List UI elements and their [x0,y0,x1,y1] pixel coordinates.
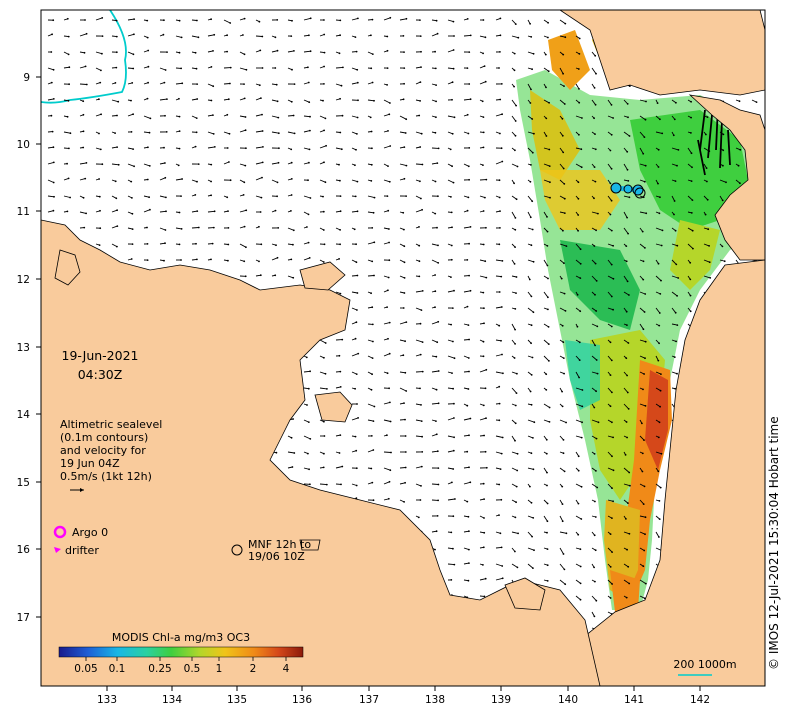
legend-drifter: drifter [65,544,99,557]
x-tick-label: 141 [624,694,644,706]
colorbar-tick-label: 0.5 [184,663,201,675]
colorbar-title: MODIS Chl-a mg/m3 OC3 [112,631,250,644]
legend-mnf-2: 19/06 10Z [248,550,305,563]
x-tick-label: 134 [162,694,182,706]
x-tick-label: 138 [425,694,445,706]
x-tick-label: 139 [491,694,511,706]
legend-line-5: 0.5m/s (1kt 12h) [60,470,152,483]
colorbar-gradient [59,647,303,657]
y-tick-label: 12 [17,274,30,286]
y-tick-label: 10 [17,139,30,151]
y-tick-label: 14 [17,409,31,421]
map-date: 19-Jun-2021 [62,348,139,363]
legend-line-1: Altimetric sealevel [60,418,162,431]
y-tick-label: 9 [23,72,30,84]
credit-text: © IMOS 12-Jul-2021 15:30:04 Hobart time [767,416,781,670]
legend-line-3: and velocity for [60,444,146,457]
x-tick-label: 140 [558,694,578,706]
map-time: 04:30Z [78,367,123,382]
colorbar-tick-label: 0.1 [109,663,126,675]
y-tick-label: 17 [17,612,30,624]
y-tick-label: 11 [17,206,30,218]
colorbar-tick-label: 2 [250,663,257,675]
colorbar-tick-label: 4 [283,663,290,675]
colorbar-tick-label: 0.25 [148,663,171,675]
colorbar-tick-label: 0.05 [74,663,97,675]
x-tick-label: 135 [227,694,247,706]
x-axis: 133 134 135 136 137 138 139 140 141 142 [97,686,710,706]
y-tick-label: 13 [17,342,30,354]
y-tick-label: 15 [17,477,30,489]
legend-line-4: 19 Jun 04Z [60,457,120,470]
x-tick-label: 133 [97,694,117,706]
y-axis: 9 10 11 12 13 14 15 16 17 [17,72,41,624]
x-tick-label: 142 [690,694,710,706]
colorbar-tick-label: 1 [216,663,223,675]
y-tick-label: 16 [17,544,31,556]
legend-argo: Argo 0 [72,526,108,539]
depth-scale-label: 200 1000m [673,658,736,671]
x-tick-label: 136 [292,694,312,706]
x-tick-label: 137 [359,694,379,706]
legend-line-2: (0.1m contours) [60,431,148,444]
